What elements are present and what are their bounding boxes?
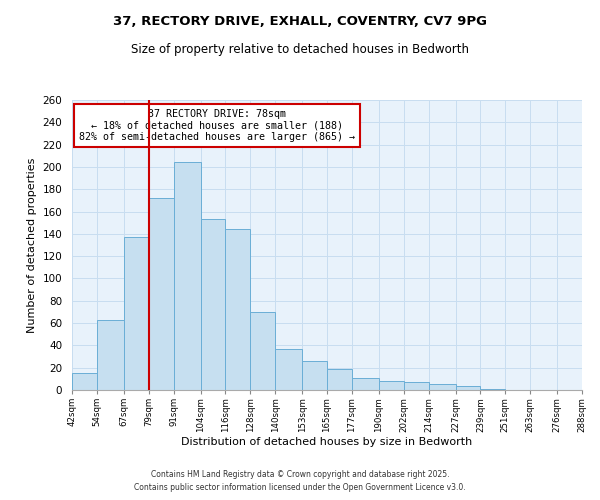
Text: 37, RECTORY DRIVE, EXHALL, COVENTRY, CV7 9PG: 37, RECTORY DRIVE, EXHALL, COVENTRY, CV7… [113,15,487,28]
Bar [302,361,327,390]
Bar [149,198,173,390]
X-axis label: Distribution of detached houses by size in Bedworth: Distribution of detached houses by size … [181,438,473,448]
Bar [428,384,455,390]
Bar [481,389,505,390]
Bar [327,369,352,390]
Bar [173,162,200,390]
Bar [200,220,226,390]
Bar [275,348,302,390]
Text: Size of property relative to detached houses in Bedworth: Size of property relative to detached ho… [131,42,469,56]
Y-axis label: Number of detached properties: Number of detached properties [27,158,37,332]
Bar [250,312,275,390]
Text: 37 RECTORY DRIVE: 78sqm
← 18% of detached houses are smaller (188)
82% of semi-d: 37 RECTORY DRIVE: 78sqm ← 18% of detache… [79,108,355,142]
Bar [352,378,379,390]
Bar [72,374,97,390]
Bar [404,382,428,390]
Bar [97,320,124,390]
Text: Contains HM Land Registry data © Crown copyright and database right 2025.: Contains HM Land Registry data © Crown c… [151,470,449,479]
Bar [455,386,481,390]
Bar [379,381,404,390]
Bar [226,230,250,390]
Text: Contains public sector information licensed under the Open Government Licence v3: Contains public sector information licen… [134,484,466,492]
Bar [124,237,149,390]
